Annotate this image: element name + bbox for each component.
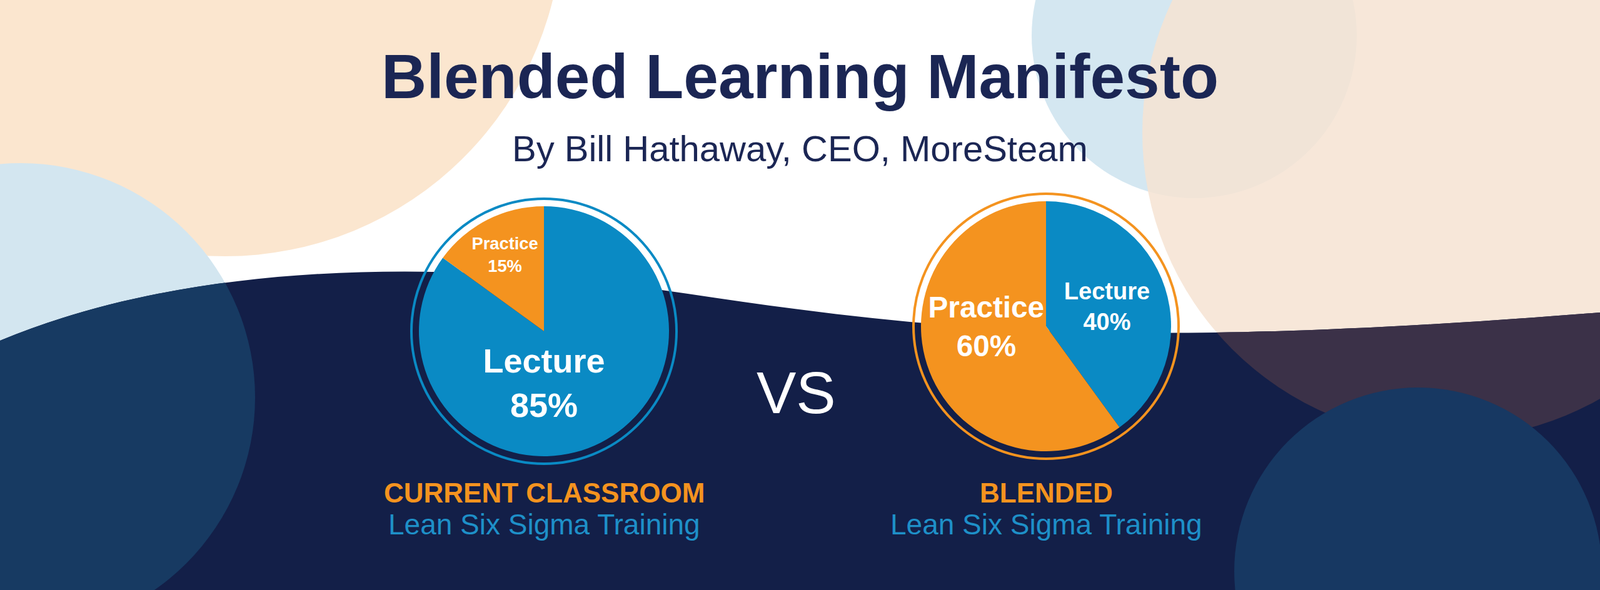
- svg-text:VS: VS: [756, 359, 836, 426]
- svg-text:CURRENT CLASSROOM: CURRENT CLASSROOM: [383, 477, 705, 509]
- svg-text:BLENDED: BLENDED: [979, 477, 1113, 509]
- svg-text:By Bill Hathaway, CEO, MoreSte: By Bill Hathaway, CEO, MoreSteam: [512, 128, 1088, 169]
- svg-text:Lean Six Sigma Training: Lean Six Sigma Training: [890, 508, 1203, 541]
- svg-text:Practice15%: Practice15%: [471, 233, 538, 276]
- svg-text:Lecture85%: Lecture85%: [482, 342, 605, 424]
- svg-text:Blended Learning Manifesto: Blended Learning Manifesto: [381, 41, 1219, 112]
- svg-text:Lecture40%: Lecture40%: [1064, 278, 1150, 336]
- svg-text:Lean Six Sigma Training: Lean Six Sigma Training: [388, 508, 701, 541]
- svg-text:Practice60%: Practice60%: [928, 290, 1045, 363]
